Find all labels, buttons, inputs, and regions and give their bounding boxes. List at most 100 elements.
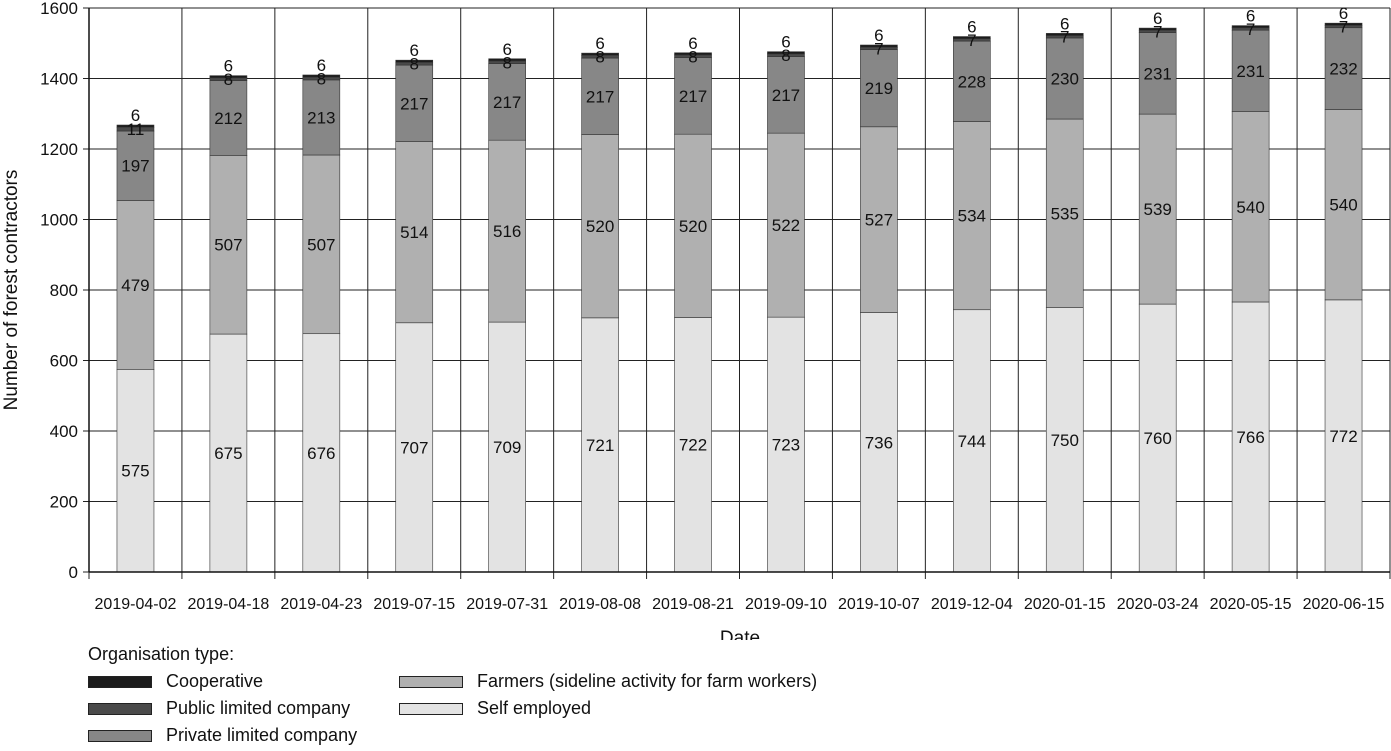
bar-segment <box>488 139 526 323</box>
data-label: 7 <box>1060 28 1069 47</box>
bar-segment <box>953 309 991 573</box>
data-label: 230 <box>1051 70 1079 89</box>
data-label: 217 <box>586 87 614 106</box>
legend-swatch <box>88 702 152 715</box>
bar-segment <box>953 121 991 311</box>
data-label: 6 <box>1060 14 1069 33</box>
y-tick-label: 1400 <box>40 70 78 89</box>
data-label: 527 <box>865 211 893 230</box>
data-label: 6 <box>131 106 140 125</box>
bar-segment <box>209 155 248 335</box>
data-label: 507 <box>307 235 335 254</box>
bar-segment <box>674 133 712 318</box>
bar-stacks <box>116 22 1363 573</box>
data-label: 522 <box>772 216 800 235</box>
bar-segment <box>1138 303 1177 573</box>
legend-label: Private limited company <box>166 725 358 745</box>
data-label: 7 <box>1339 18 1348 37</box>
data-label: 575 <box>121 462 149 481</box>
bar-segment <box>209 333 248 573</box>
legend-item-cooperative: Cooperative <box>88 671 263 692</box>
data-label: 520 <box>679 217 707 236</box>
bar-segment <box>860 49 898 128</box>
bar-segment <box>209 80 248 156</box>
data-label: 6 <box>967 18 976 37</box>
bar-segment <box>860 126 898 313</box>
x-tick-label: 2019-12-04 <box>931 596 1013 613</box>
data-label: 217 <box>400 94 428 113</box>
data-label: 8 <box>224 70 233 89</box>
axes: 0 200 400 600 800 1000 1200 1400 1600 2019-04-02 2… <box>40 0 1391 613</box>
legend-item-self-employed: Self employed <box>399 698 591 719</box>
data-label: 6 <box>1246 7 1255 26</box>
bar-segment <box>674 52 712 56</box>
x-tick-label: 2020-01-15 <box>1024 596 1106 613</box>
x-tick-label: 2020-06-15 <box>1303 596 1385 613</box>
data-label: 535 <box>1051 204 1079 223</box>
data-label: 8 <box>502 53 511 72</box>
data-label: 217 <box>679 87 707 106</box>
bar-segment <box>1138 27 1177 31</box>
bar-segment <box>1045 307 1084 573</box>
data-labels: 5754791971166755072128667650721386707514… <box>121 4 1357 480</box>
data-label: 772 <box>1329 427 1357 446</box>
data-label: 516 <box>493 222 521 241</box>
data-label: 11 <box>127 120 145 139</box>
legend-item-public-limited-company: Public limited company <box>88 698 350 719</box>
data-label: 6 <box>874 26 883 45</box>
data-label: 675 <box>214 444 242 463</box>
data-label: 520 <box>586 217 614 236</box>
legend-label: Public limited company <box>166 698 351 718</box>
data-label: 534 <box>958 207 986 226</box>
bar-segment <box>395 59 434 63</box>
data-label: 750 <box>1051 431 1079 450</box>
y-axis-label: Number of forest contractors <box>1 170 22 411</box>
bar-segment <box>767 132 805 318</box>
data-label: 709 <box>493 438 521 457</box>
data-label: 722 <box>679 436 707 455</box>
stacked-bar-chart: 5754791971166755072128667650721386707514… <box>1 0 1391 640</box>
data-label: 6 <box>595 34 604 53</box>
y-tick-label: 1000 <box>40 211 78 230</box>
legend-swatch <box>88 675 152 688</box>
bar-segment <box>116 200 155 370</box>
data-label: 507 <box>214 236 242 255</box>
bar-segment <box>302 74 341 78</box>
data-label: 766 <box>1236 428 1264 447</box>
bar-segment <box>1231 301 1270 573</box>
data-label: 217 <box>772 86 800 105</box>
data-label: 6 <box>781 33 790 52</box>
bar-segment <box>488 321 526 573</box>
bar-segment <box>395 64 434 142</box>
bar-segment <box>1324 27 1363 110</box>
data-label: 217 <box>493 93 521 112</box>
x-tick-label: 2019-08-08 <box>559 596 641 613</box>
data-label: 6 <box>410 41 419 60</box>
data-label: 231 <box>1236 62 1264 81</box>
data-label: 6 <box>1153 9 1162 28</box>
x-tick-label: 2019-04-18 <box>187 596 269 613</box>
bar-segment <box>302 154 341 335</box>
legend-item-private-limited-company: Private limited company <box>88 725 357 746</box>
x-axis-label: Date <box>720 628 760 640</box>
bar-segment <box>1324 299 1363 573</box>
x-tick-label: 2019-09-10 <box>745 596 827 613</box>
bar-segment <box>1231 25 1270 29</box>
bar-segment <box>1231 111 1270 303</box>
y-tick-label: 400 <box>50 422 78 441</box>
bar-segment <box>953 40 991 122</box>
bar-segment <box>116 124 155 128</box>
data-label: 8 <box>410 55 419 74</box>
bar-segment <box>767 51 805 55</box>
data-label: 723 <box>772 436 800 455</box>
data-label: 6 <box>502 40 511 59</box>
x-tick-label: 2019-08-21 <box>652 596 734 613</box>
x-tick-label: 2019-07-15 <box>373 596 455 613</box>
x-tick-label: 2019-04-23 <box>280 596 362 613</box>
bar-segment <box>581 52 619 56</box>
data-label: 6 <box>1339 4 1348 23</box>
legend-swatch <box>399 702 463 715</box>
bar-segment <box>860 44 898 48</box>
bar-segment <box>1045 37 1084 120</box>
y-tick-label: 1200 <box>40 140 78 159</box>
